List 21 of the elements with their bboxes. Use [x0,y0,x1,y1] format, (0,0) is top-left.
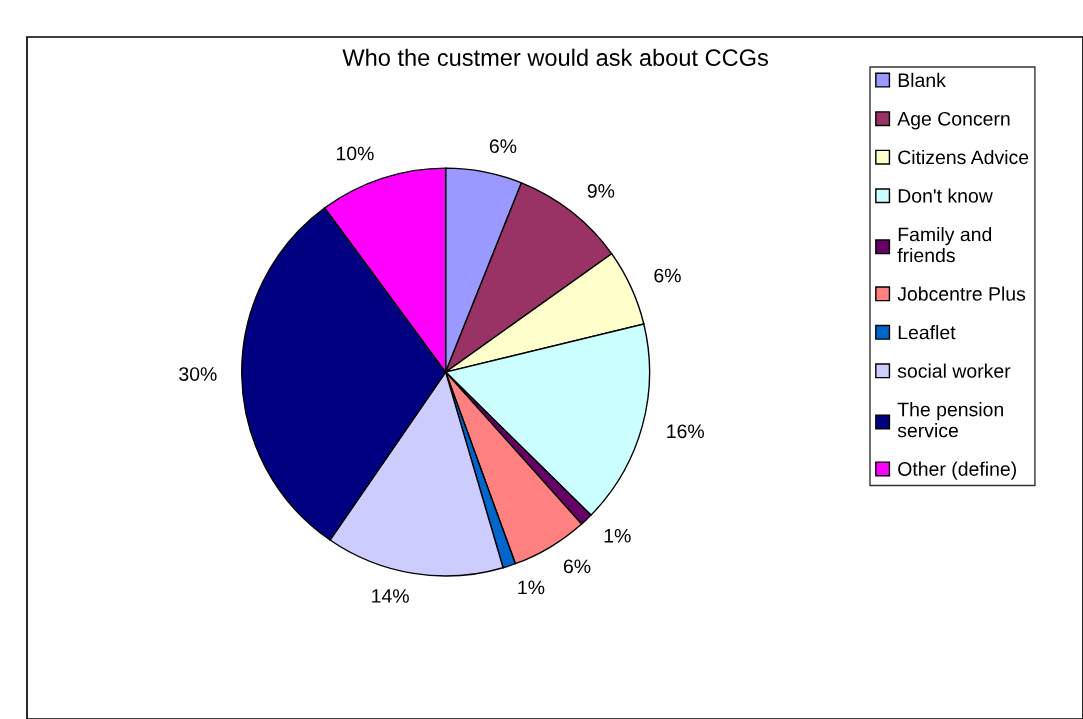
data-label: 10% [336,146,374,161]
data-label: 14% [372,589,409,603]
data-label: 1% [518,580,545,595]
legend-label: Citizens Advice [898,149,1029,165]
data-label: 6% [563,559,591,574]
data-label: 6% [654,268,681,283]
legend-label: Other (define) [898,461,1016,480]
legend-label: Jobcentre Plus [897,286,1026,301]
legend-label: Blank [898,72,946,88]
chart-title: Who the custmer would ask about CCGs [342,48,768,67]
data-label: 30% [179,367,217,381]
legend-label: social worker [897,363,1011,378]
legend-label: The pension service [897,402,1003,438]
data-label: 1% [604,528,631,543]
legend-label: Family and friends [897,227,992,263]
legend-label: Age Concern [897,111,1010,130]
legend-label: Leaflet [898,325,956,340]
legend-label: Don't know [898,188,993,203]
data-label: 9% [587,184,615,198]
data-label: 6% [489,139,517,154]
data-label: 16% [667,424,704,439]
